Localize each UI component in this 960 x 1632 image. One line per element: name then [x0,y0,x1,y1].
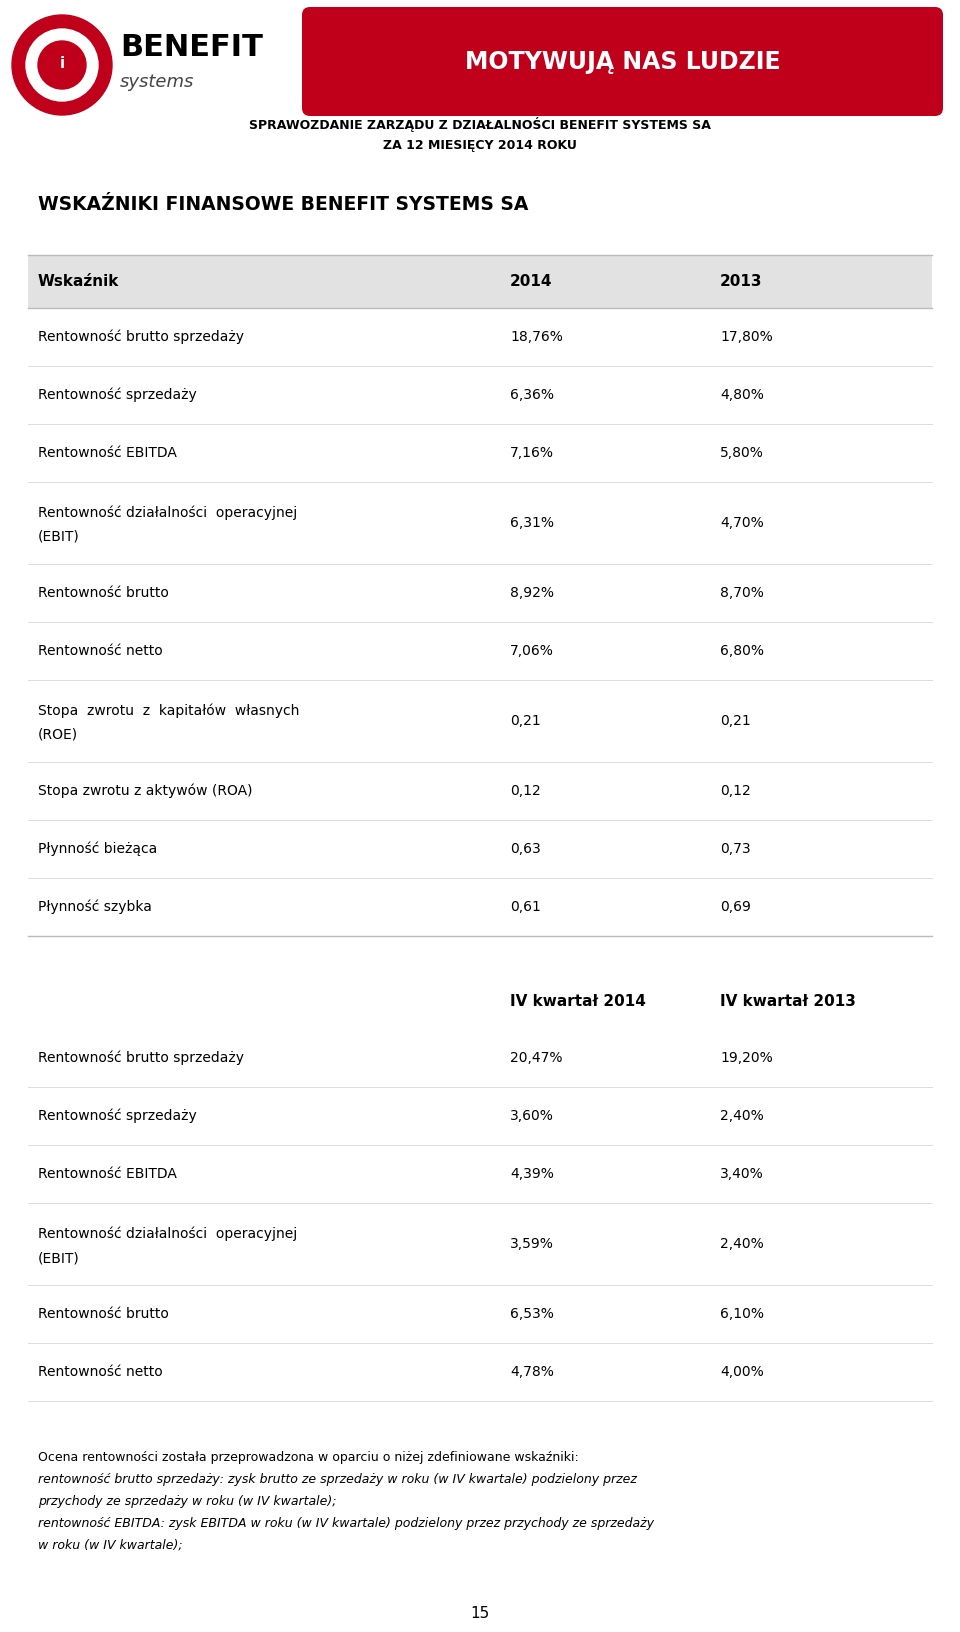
Text: (ROE): (ROE) [38,728,78,743]
Text: Rentowność EBITDA: Rentowność EBITDA [38,446,177,460]
Text: IV kwartał 2014: IV kwartał 2014 [510,994,646,1009]
Text: WSKAŹNIKI FINANSOWE BENEFIT SYSTEMS SA: WSKAŹNIKI FINANSOWE BENEFIT SYSTEMS SA [38,196,528,214]
Text: przychody ze sprzedaży w roku (w IV kwartale);: przychody ze sprzedaży w roku (w IV kwar… [38,1495,337,1508]
Text: 0,73: 0,73 [720,842,751,857]
Text: Płynność szybka: Płynność szybka [38,899,152,914]
Text: IV kwartał 2013: IV kwartał 2013 [720,994,856,1009]
Text: 0,21: 0,21 [510,715,540,728]
Text: Wskaźnik: Wskaźnik [38,274,119,289]
Text: ZA 12 MIESIĘCY 2014 ROKU: ZA 12 MIESIĘCY 2014 ROKU [383,139,577,152]
Text: MOTYWUJĄ NAS LUDZIE: MOTYWUJĄ NAS LUDZIE [465,49,780,73]
Text: 7,06%: 7,06% [510,645,554,658]
Text: Stopa zwrotu z aktywów (ROA): Stopa zwrotu z aktywów (ROA) [38,783,252,798]
Circle shape [26,29,98,101]
Text: Rentowność brutto: Rentowność brutto [38,1307,169,1320]
Text: 2,40%: 2,40% [720,1237,764,1252]
Text: Rentowność brutto: Rentowność brutto [38,586,169,601]
Text: Płynność bieżąca: Płynność bieżąca [38,842,157,857]
Text: Ocena rentowności została przeprowadzona w oparciu o niżej zdefiniowane wskaźnik: Ocena rentowności została przeprowadzona… [38,1451,579,1464]
Text: 2,40%: 2,40% [720,1110,764,1123]
Text: 0,61: 0,61 [510,899,540,914]
Text: 19,20%: 19,20% [720,1051,773,1066]
Text: Rentowność EBITDA: Rentowność EBITDA [38,1167,177,1182]
Text: 2013: 2013 [720,274,762,289]
Text: 4,70%: 4,70% [720,516,764,530]
Circle shape [38,41,86,90]
Text: 4,00%: 4,00% [720,1364,764,1379]
Text: 4,39%: 4,39% [510,1167,554,1182]
Text: 18,76%: 18,76% [510,330,563,344]
Text: rentowność EBITDA: zysk EBITDA w roku (w IV kwartale) podzielony przez przychody: rentowność EBITDA: zysk EBITDA w roku (w… [38,1518,654,1531]
Text: Rentowność sprzedaży: Rentowność sprzedaży [38,1108,197,1123]
Text: 3,40%: 3,40% [720,1167,764,1182]
Text: 6,53%: 6,53% [510,1307,554,1320]
Text: Stopa  zwrotu  z  kapitałów  własnych: Stopa zwrotu z kapitałów własnych [38,703,300,718]
Text: 0,12: 0,12 [720,783,751,798]
Text: 3,59%: 3,59% [510,1237,554,1252]
Bar [28,255,932,308]
Text: w roku (w IV kwartale);: w roku (w IV kwartale); [38,1539,182,1552]
Text: 0,69: 0,69 [720,899,751,914]
Text: i: i [60,55,64,70]
Text: 0,21: 0,21 [720,715,751,728]
Text: BENEFIT: BENEFIT [120,34,263,62]
Text: 3,60%: 3,60% [510,1110,554,1123]
Text: 6,10%: 6,10% [720,1307,764,1320]
Text: 6,80%: 6,80% [720,645,764,658]
Text: 0,12: 0,12 [510,783,540,798]
FancyBboxPatch shape [302,7,943,116]
Text: 7,16%: 7,16% [510,446,554,460]
Text: (EBIT): (EBIT) [38,530,80,543]
Text: 5,80%: 5,80% [720,446,764,460]
Text: Rentowność sprzedaży: Rentowność sprzedaży [38,388,197,401]
Text: Rentowność brutto sprzedaży: Rentowność brutto sprzedaży [38,1051,244,1066]
Text: Rentowność działalności  operacyjnej: Rentowność działalności operacyjnej [38,506,298,521]
Text: 4,80%: 4,80% [720,388,764,401]
Text: 0,63: 0,63 [510,842,540,857]
Text: 15: 15 [470,1606,490,1622]
Text: 20,47%: 20,47% [510,1051,563,1066]
Text: SPRAWOZDANIE ZARZĄDU Z DZIAŁALNOŚCI BENEFIT SYSTEMS SA: SPRAWOZDANIE ZARZĄDU Z DZIAŁALNOŚCI BENE… [249,118,711,132]
Text: 4,78%: 4,78% [510,1364,554,1379]
Text: 8,70%: 8,70% [720,586,764,601]
Text: (EBIT): (EBIT) [38,1252,80,1265]
Text: 8,92%: 8,92% [510,586,554,601]
Text: 17,80%: 17,80% [720,330,773,344]
Text: Rentowność netto: Rentowność netto [38,645,163,658]
Text: rentowność brutto sprzedaży: zysk brutto ze sprzedaży w roku (w IV kwartale) pod: rentowność brutto sprzedaży: zysk brutto… [38,1474,636,1487]
Text: Rentowność działalności  operacyjnej: Rentowność działalności operacyjnej [38,1227,298,1242]
Text: Rentowność brutto sprzedaży: Rentowność brutto sprzedaży [38,330,244,344]
Circle shape [12,15,112,114]
Text: Rentowność netto: Rentowność netto [38,1364,163,1379]
Text: 6,31%: 6,31% [510,516,554,530]
Text: 2014: 2014 [510,274,553,289]
Text: systems: systems [120,73,194,91]
Text: 6,36%: 6,36% [510,388,554,401]
